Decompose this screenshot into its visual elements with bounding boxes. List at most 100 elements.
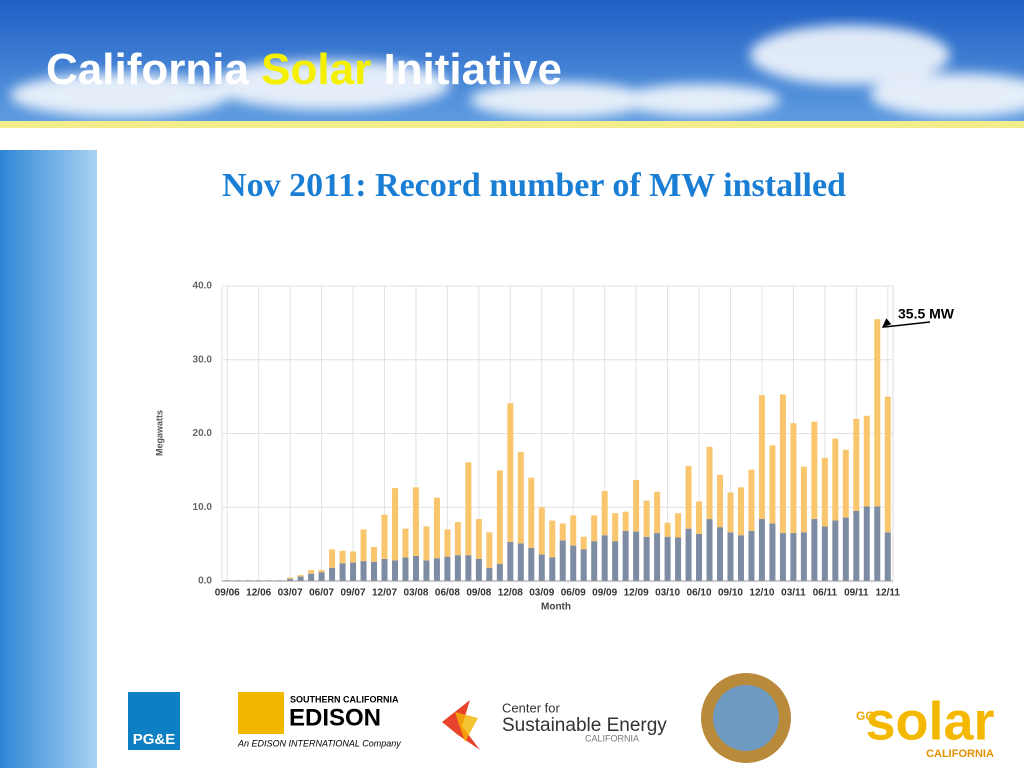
header-rule — [0, 121, 1024, 128]
bar-segment — [706, 519, 713, 581]
x-tick-label: 06/08 — [435, 588, 460, 599]
y-tick-label: 10.0 — [193, 502, 213, 513]
bar-segment — [748, 469, 755, 531]
bar-segment — [517, 451, 524, 544]
bar-segment — [318, 572, 325, 581]
bar-segment — [381, 558, 388, 581]
bar-segment — [308, 573, 315, 581]
bar-segment — [360, 529, 367, 562]
bar-segment — [391, 488, 398, 561]
chart-title: Nov 2011: Record number of MW installed — [222, 167, 846, 204]
y-tick-label: 20.0 — [193, 428, 213, 439]
x-tick-label: 03/08 — [403, 588, 428, 599]
title-part: Solar — [261, 45, 371, 94]
side-bar — [0, 150, 97, 768]
annotation: 35.5 MW — [898, 306, 955, 322]
bar-segment — [507, 541, 514, 581]
bar-segment — [685, 465, 692, 529]
x-tick-label: 12/07 — [372, 588, 397, 599]
bar-segment — [779, 394, 786, 534]
bar-segment — [643, 500, 650, 537]
bar-segment — [696, 501, 703, 534]
x-tick-label: 03/11 — [781, 588, 806, 599]
bar-segment — [444, 529, 451, 557]
bar-segment — [654, 491, 661, 534]
bar-segment — [339, 563, 346, 581]
bar-segment — [538, 554, 545, 581]
bar-segment — [612, 541, 619, 581]
cse-mark — [455, 712, 478, 742]
bar-segment — [549, 557, 556, 581]
bar-segment — [350, 562, 357, 581]
x-tick-label: 03/09 — [529, 588, 554, 599]
x-tick-label: 12/06 — [246, 588, 271, 599]
pge-logo — [128, 692, 180, 750]
bar-segment — [675, 513, 682, 538]
bar-segment — [790, 423, 797, 534]
cse-text: Sustainable Energy — [502, 715, 667, 736]
bar-segment — [402, 557, 409, 581]
bar-segment — [454, 522, 461, 556]
bar-segment — [601, 491, 608, 536]
bar-segment — [475, 558, 482, 581]
clouds — [10, 25, 1024, 118]
bar-segment — [538, 507, 545, 555]
bar-segment — [412, 487, 419, 556]
bar-segment — [769, 523, 776, 581]
bar-segment — [423, 560, 430, 581]
bar-segment — [371, 547, 378, 562]
title-part: Initiative — [383, 45, 562, 94]
bar-segment — [675, 537, 682, 581]
edison-mark — [238, 692, 284, 734]
bar-segment — [486, 567, 493, 581]
bar-segment — [444, 556, 451, 581]
cse-text: CALIFORNIA — [585, 733, 639, 743]
bar-segment — [832, 438, 839, 521]
bar-segment — [402, 528, 409, 558]
seal — [713, 685, 779, 751]
bar-segment — [517, 543, 524, 581]
bar-segment — [779, 533, 786, 581]
bar-segment — [559, 540, 566, 581]
bar-segment — [884, 532, 891, 581]
bar-segment — [507, 403, 514, 542]
annotation-arrow — [882, 321, 931, 328]
bar-segment — [371, 561, 378, 581]
bar-segment — [821, 457, 828, 527]
bar-segment — [297, 575, 304, 577]
bar-segment — [287, 577, 294, 579]
bar-segment — [737, 535, 744, 581]
x-tick-label: 09/06 — [215, 588, 240, 599]
bar-segment — [874, 319, 881, 507]
bar-segment — [853, 418, 860, 511]
x-tick-label: 09/10 — [718, 588, 743, 599]
bar-segment — [664, 536, 671, 581]
bar-segment — [423, 526, 430, 561]
bar-segment — [863, 415, 870, 507]
bar-segment — [717, 474, 724, 528]
bar-segment — [496, 470, 503, 565]
bar-segment — [454, 555, 461, 581]
y-tick-label: 30.0 — [193, 354, 213, 365]
bar-segment — [800, 532, 807, 581]
bar-segment — [842, 449, 849, 518]
title-part: California — [46, 45, 249, 94]
bar-segment — [412, 555, 419, 581]
bar-segment — [381, 514, 388, 559]
y-tick-label: 40.0 — [193, 281, 213, 292]
x-tick-label: 03/07 — [278, 588, 303, 599]
edison-text: SOUTHERN CALIFORNIA — [290, 694, 399, 704]
bar-segment — [287, 578, 294, 581]
bar-segment — [360, 561, 367, 581]
bar-segment — [633, 531, 640, 581]
x-tick-label: 12/09 — [624, 588, 649, 599]
gosolar-text: solar — [865, 691, 994, 751]
bar-segment — [549, 520, 556, 558]
x-tick-label: 12/10 — [749, 588, 774, 599]
x-tick-label: 06/10 — [687, 588, 712, 599]
bar-segment — [874, 506, 881, 581]
x-tick-label: 09/11 — [844, 588, 869, 599]
bar-segment — [591, 541, 598, 581]
bar-segment — [832, 520, 839, 581]
bar-segment — [727, 532, 734, 581]
